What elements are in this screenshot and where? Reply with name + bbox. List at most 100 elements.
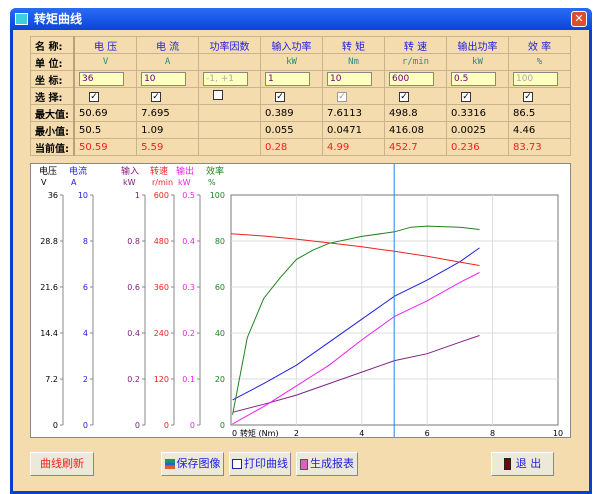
axis-tick-label: 480 — [154, 237, 169, 246]
axis-tick-label: 0.3 — [182, 283, 195, 292]
min-cell: 0.055 — [260, 121, 324, 139]
chart-icon — [232, 459, 242, 469]
series-line-A-0 — [232, 247, 480, 401]
chart-panel: 电压 V 36 28.8 21.6 14.4 7.2 0 电流 A 10 8 6 4 2 0 输入 kW 1 0.8 0… — [30, 163, 571, 439]
axis-tick-label: 0.8 — [127, 237, 140, 246]
row-name: 名 称: 电 压电 流功率因数 输入功率转 矩转 速输出功率效 率 — [30, 36, 572, 54]
select-checkbox[interactable] — [213, 89, 224, 100]
scale-input[interactable]: 600 — [389, 72, 434, 86]
max-cell: 0.3316 — [445, 104, 509, 122]
row-label: 当前值: — [30, 138, 75, 156]
axis-tick-label: 0.1 — [182, 375, 195, 384]
axis-tick-label: 20 — [215, 375, 225, 384]
select-cell: ✓ — [136, 87, 200, 105]
scale-cell: 10 — [136, 70, 200, 88]
min-cell: 50.5 — [73, 121, 138, 139]
axis-tick-label: 360 — [154, 283, 169, 292]
series-line-r-min-2 — [230, 233, 480, 266]
axis-title: 输入 — [121, 165, 139, 177]
select-checkbox[interactable]: ✓ — [337, 91, 348, 102]
scale-cell: 10 — [322, 70, 385, 88]
unit-cell: A — [136, 53, 200, 71]
select-cell: ✓ — [260, 87, 324, 105]
name-cell: 输出功率 — [445, 36, 509, 54]
series-line-%-4 — [232, 225, 480, 415]
chart-svg: 电压V3628.821.614.47.20电流A1086420输入kW10.80… — [39, 164, 563, 439]
axis-tick-label: 21.6 — [40, 283, 58, 292]
scale-input[interactable]: 10 — [327, 72, 373, 86]
select-cell: ✓ — [445, 87, 509, 105]
axis-tick-label: 36 — [48, 191, 58, 200]
scale-input[interactable]: 10 — [141, 72, 187, 86]
current-cell: 0.236 — [445, 138, 509, 156]
print-curve-button[interactable]: 打印曲线 — [229, 452, 291, 476]
select-checkbox[interactable]: ✓ — [522, 91, 533, 102]
exit-door-icon — [503, 458, 511, 470]
axis-tick-label: 60 — [215, 283, 225, 292]
current-cell: 5.59 — [136, 138, 200, 156]
axis-unit: r/min — [152, 178, 173, 187]
min-cell — [198, 121, 262, 139]
current-cell: 452.7 — [384, 138, 447, 156]
select-checkbox[interactable]: ✓ — [89, 91, 99, 102]
min-cell: 416.08 — [384, 121, 447, 139]
axis-tick-label: 0.5 — [182, 191, 195, 200]
axis-tick-label: 0 — [83, 421, 88, 430]
unit-cell: Nm — [322, 53, 385, 71]
save-icon — [164, 459, 175, 469]
scale-input[interactable]: 36 — [79, 72, 124, 86]
scale-cell: 100 — [507, 70, 572, 88]
min-cell: 0.0471 — [322, 121, 385, 139]
max-cell: 7.6113 — [322, 104, 385, 122]
min-cell: 0.0025 — [445, 121, 509, 139]
refresh-curve-button[interactable]: 曲线刷新 — [30, 452, 94, 476]
select-checkbox[interactable]: ✓ — [399, 91, 409, 102]
x-tick-label: 4 — [359, 429, 364, 437]
row-min: 最小值: 50.5 1.09 0.055 0.0471 416.08 0.0025 4.46 — [30, 121, 572, 139]
axis-tick-label: 120 — [154, 375, 169, 384]
axis-unit: % — [208, 178, 216, 187]
save-label: 保存图像 — [176, 457, 221, 470]
row-label: 坐 标: — [30, 70, 75, 88]
row-label: 名 称: — [30, 36, 75, 54]
select-cell — [198, 87, 262, 105]
axis-tick-label: 0 — [135, 421, 140, 430]
axis-tick-label: 0.6 — [127, 283, 140, 292]
report-label: 生成报表 — [310, 457, 354, 470]
axis-tick-label: 8 — [83, 237, 88, 246]
unit-cell: r/min — [384, 53, 447, 71]
axis-tick-label: 600 — [154, 191, 169, 200]
axis-tick-label: 100 — [210, 191, 225, 200]
exit-button[interactable]: 退 出 — [491, 452, 554, 476]
select-checkbox[interactable]: ✓ — [275, 91, 286, 102]
select-checkbox[interactable]: ✓ — [460, 91, 471, 102]
axis-title: 输出 — [176, 165, 194, 177]
axis-unit: V — [41, 178, 47, 187]
close-button[interactable]: ✕ — [571, 11, 587, 27]
unit-cell: kW — [260, 53, 324, 71]
select-checkbox[interactable]: ✓ — [151, 91, 162, 102]
torque-curve-window: 转矩曲线 ✕ 名 称: 电 压电 流功率因数 输入功率转 矩转 速输出功率效 率单 … — [10, 8, 592, 494]
scale-cell: 600 — [384, 70, 447, 88]
row-current: 当前值: 50.59 5.59 0.28 4.99 452.7 0.236 83.73 — [30, 138, 572, 156]
axis-tick-label: 4 — [83, 329, 88, 338]
unit-cell: % — [507, 53, 572, 71]
name-cell: 输入功率 — [260, 36, 324, 54]
axis-tick-label: 240 — [154, 329, 169, 338]
scale-input[interactable]: 1 — [265, 72, 311, 86]
axis-tick-label: 0.2 — [127, 375, 140, 384]
scale-input[interactable]: -1, +1 — [203, 72, 249, 86]
row-max: 最大值: 50.69 7.695 0.389 7.6113 498.8 0.3316 86.5 — [30, 104, 572, 122]
axis-unit: kW — [178, 178, 191, 187]
generate-report-button[interactable]: 生成报表 — [296, 452, 358, 476]
axis-tick-label: 14.4 — [40, 329, 58, 338]
row-label: 最小值: — [30, 121, 75, 139]
scale-input[interactable]: 100 — [512, 72, 558, 86]
save-image-button[interactable]: 保存图像 — [161, 452, 224, 476]
x-tick-label: 2 — [294, 429, 299, 437]
min-cell: 4.46 — [507, 121, 572, 139]
scale-input[interactable]: 0.5 — [450, 72, 496, 86]
